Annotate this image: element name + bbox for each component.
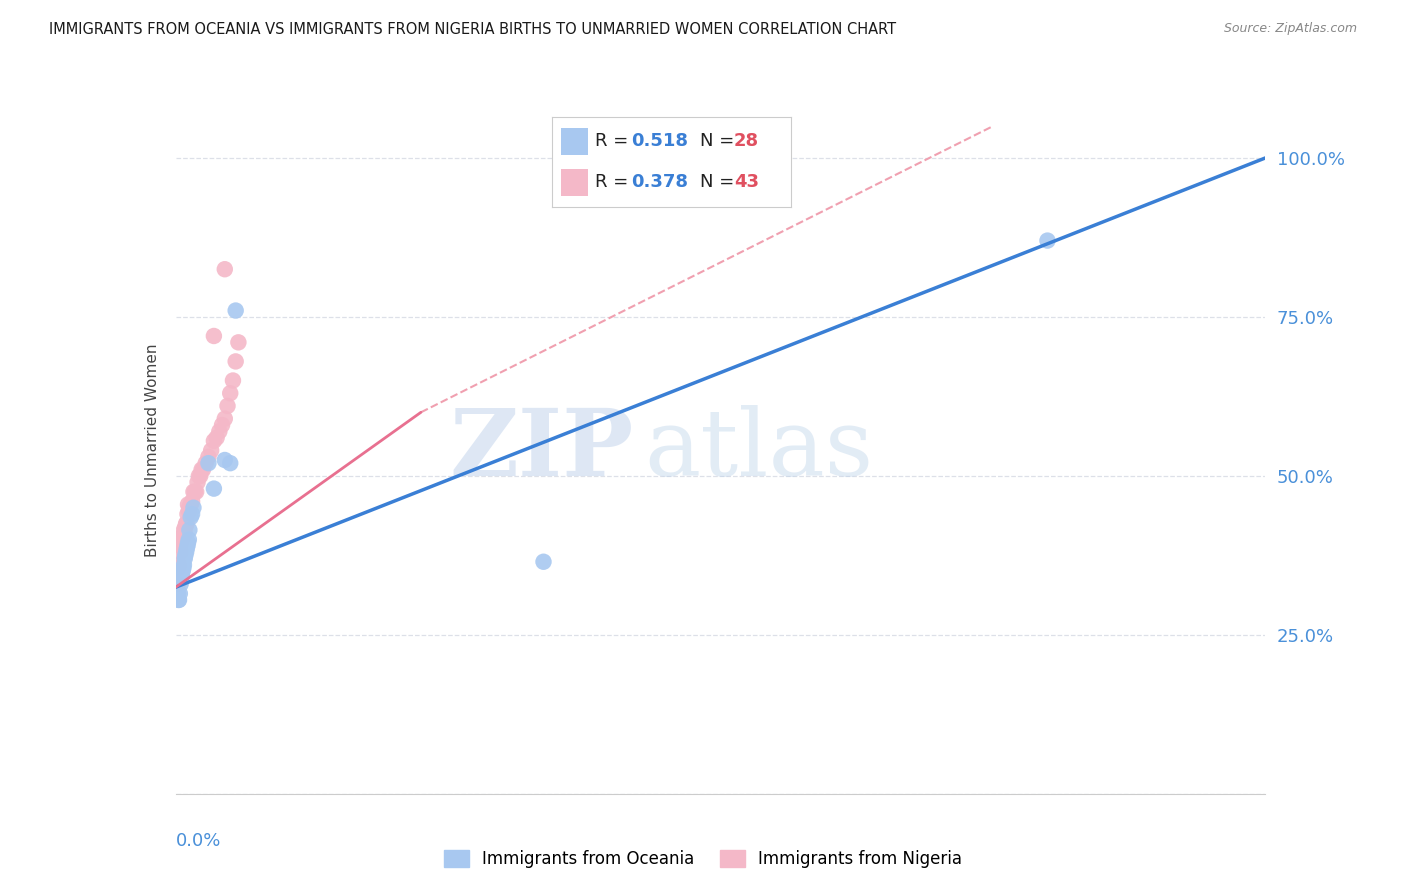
Point (167, 558, 190, 572)
Point (219, 456, 242, 470)
Point (197, 450, 219, 464)
Point (173, 551, 195, 566)
Point (186, 475, 209, 490)
Point (167, 593, 190, 607)
Point (172, 529, 194, 543)
Point (176, 507, 198, 521)
Text: IMMIGRANTS FROM OCEANIA VS IMMIGRANTS FROM NIGERIA BIRTHS TO UNMARRIED WOMEN COR: IMMIGRANTS FROM OCEANIA VS IMMIGRANTS FR… (49, 22, 897, 37)
Point (170, 533, 193, 547)
Point (225, 303, 247, 318)
Point (180, 498, 202, 512)
Point (176, 542, 198, 557)
Point (174, 516, 197, 531)
Point (173, 558, 195, 572)
Point (169, 539, 191, 553)
Point (170, 567, 193, 582)
Point (183, 484, 205, 499)
Point (184, 484, 207, 499)
Point (194, 456, 217, 470)
Point (186, 484, 208, 499)
Point (176, 539, 198, 553)
Point (167, 561, 190, 575)
Point (222, 374, 245, 388)
Text: ZIP: ZIP (449, 406, 633, 495)
Point (200, 443, 222, 458)
Point (202, 482, 225, 496)
Point (225, 354, 247, 368)
Point (173, 526, 195, 541)
Point (173, 523, 195, 537)
Point (172, 529, 194, 543)
Point (214, 411, 236, 425)
Point (169, 545, 191, 559)
Point (211, 417, 233, 432)
Point (169, 577, 191, 591)
Point (202, 329, 225, 343)
Text: Source: ZipAtlas.com: Source: ZipAtlas.com (1223, 22, 1357, 36)
Point (183, 500, 205, 515)
Point (208, 425, 231, 439)
Point (214, 262, 236, 277)
Point (202, 434, 225, 448)
Point (177, 535, 200, 549)
Point (187, 469, 209, 483)
Point (180, 510, 202, 524)
Legend: Immigrants from Oceania, Immigrants from Nigeria: Immigrants from Oceania, Immigrants from… (437, 843, 969, 875)
Text: 0.0%: 0.0% (176, 831, 221, 850)
Point (176, 516, 198, 531)
Point (167, 586, 190, 600)
Point (167, 577, 190, 591)
Point (174, 549, 197, 563)
Point (190, 462, 212, 476)
Point (174, 545, 197, 559)
Point (228, 335, 250, 350)
Point (181, 507, 204, 521)
Point (217, 399, 239, 413)
Point (214, 453, 236, 467)
Point (179, 523, 201, 537)
Text: atlas: atlas (644, 406, 873, 495)
Point (205, 431, 228, 445)
Point (197, 456, 219, 470)
Point (170, 571, 193, 585)
Point (170, 535, 193, 549)
Y-axis label: Births to Unmarried Women: Births to Unmarried Women (145, 343, 160, 558)
Point (533, 555, 555, 569)
Point (181, 494, 204, 508)
Point (177, 533, 200, 547)
Point (188, 469, 211, 483)
Point (167, 593, 190, 607)
Point (169, 586, 191, 600)
Point (191, 462, 214, 476)
Point (1036, 234, 1059, 248)
Point (179, 500, 201, 515)
Point (172, 564, 194, 578)
Point (172, 561, 194, 575)
Point (177, 498, 200, 512)
Point (177, 504, 200, 518)
Point (219, 386, 242, 401)
Point (174, 520, 197, 534)
